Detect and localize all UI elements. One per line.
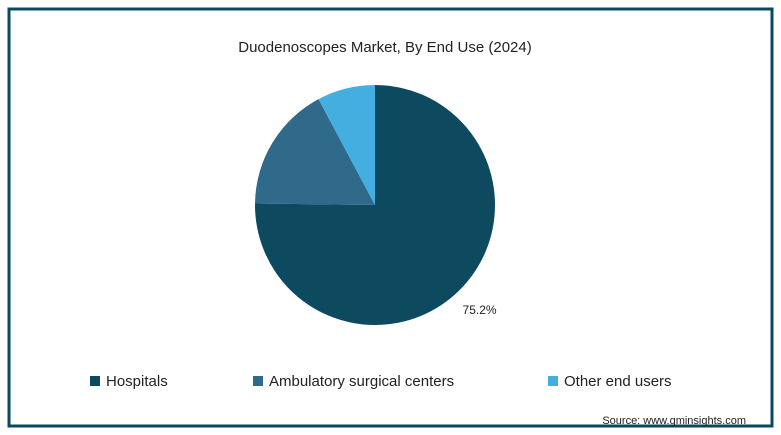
legend-label: Ambulatory surgical centers — [269, 373, 454, 390]
pie-slice — [255, 99, 375, 205]
source-note: Source: www.gminsights.com — [602, 415, 746, 427]
chart-title: Duodenoscopes Market, By End Use (2024) — [238, 39, 532, 56]
legend-swatch — [253, 376, 263, 386]
legend-label: Hospitals — [106, 373, 168, 390]
pie-slice — [318, 85, 375, 205]
legend-label: Other end users — [564, 373, 672, 390]
pie-slice — [255, 85, 496, 326]
legend-swatch — [548, 376, 558, 386]
data-label: 75.2% — [463, 303, 497, 317]
legend-swatch — [90, 376, 100, 386]
